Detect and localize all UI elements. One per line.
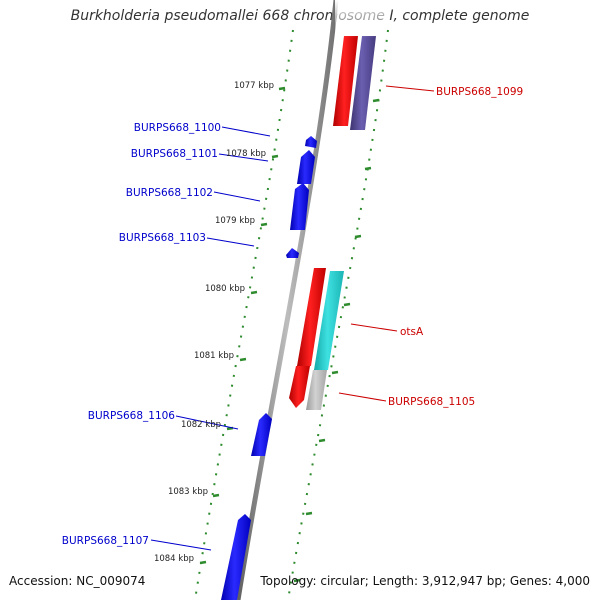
- forward-gene-burps668-1101[interactable]: [297, 150, 315, 184]
- leader-1107: [150, 539, 212, 551]
- forward-gene-burps668-1102[interactable]: [290, 183, 309, 230]
- reverse-gene-burps668-1105[interactable]: [289, 366, 327, 410]
- label-burps668-1102[interactable]: BURPS668_1102: [126, 187, 213, 199]
- tick-label-1078: 1078 kbp: [226, 149, 266, 159]
- major-tick-outer-4: [239, 357, 247, 362]
- accession-text: Accession: NC_009074: [9, 574, 146, 588]
- gene-block-1105: [306, 370, 327, 410]
- label-burps668-1100[interactable]: BURPS668_1100: [134, 122, 221, 134]
- major-tick-inner-2: [354, 234, 362, 239]
- leader-1105: [338, 392, 387, 402]
- chromosome-backbone: [235, 0, 339, 600]
- tick-track-inner: [287, 29, 389, 600]
- leader-1106: [175, 415, 239, 430]
- tick-label-1080: 1080 kbp: [205, 284, 245, 294]
- major-tick-inner-1: [364, 166, 372, 171]
- major-tick-inner-6: [305, 511, 313, 516]
- leader-1102: [213, 191, 261, 202]
- forward-gene-burps668-1100[interactable]: [305, 136, 317, 148]
- label-otsA[interactable]: otsA: [400, 326, 424, 338]
- tick-label-1084: 1084 kbp: [154, 554, 194, 564]
- major-tick-outer-1: [271, 154, 279, 159]
- forward-gene-burps668-1106[interactable]: [251, 413, 272, 456]
- label-burps668-1101[interactable]: BURPS668_1101: [131, 148, 218, 160]
- cds-block-1099: [333, 36, 358, 126]
- label-burps668-1099[interactable]: BURPS668_1099: [436, 86, 523, 98]
- map-title: Burkholderia pseudomallei 668 chromosome…: [70, 8, 530, 24]
- cds-block-otsA: [297, 268, 326, 366]
- topology-summary: Topology: circular; Length: 3,912,947 bp…: [260, 574, 590, 588]
- major-tick-inner-5: [318, 438, 326, 443]
- major-tick-inner-3: [343, 302, 351, 307]
- forward-gene-burps668-1103[interactable]: [286, 248, 299, 258]
- major-tick-outer-3: [250, 290, 258, 295]
- label-burps668-1106[interactable]: BURPS668_1106: [88, 410, 176, 422]
- leader-1100: [221, 126, 271, 137]
- leader-1101: [218, 153, 269, 162]
- major-tick-inner-4: [331, 370, 339, 375]
- cds-block-1105: [289, 366, 310, 408]
- leader-1103: [206, 237, 255, 247]
- tick-label-1082: 1082 kbp: [181, 420, 221, 430]
- major-tick-inner-0: [372, 98, 380, 103]
- label-burps668-1107[interactable]: BURPS668_1107: [62, 535, 149, 547]
- reverse-gene-otsA[interactable]: [297, 268, 344, 370]
- major-tick-outer-0: [278, 86, 286, 91]
- leader-otsA: [350, 323, 398, 332]
- tick-label-1079: 1079 kbp: [215, 216, 255, 226]
- reverse-gene-burps668-1099[interactable]: [333, 0, 385, 130]
- tick-label-1081: 1081 kbp: [194, 351, 234, 361]
- major-tick-inner-7: [293, 578, 301, 583]
- gene-block-1099: [350, 36, 376, 130]
- label-burps668-1105[interactable]: BURPS668_1105: [388, 396, 475, 408]
- tick-label-1083: 1083 kbp: [168, 487, 208, 497]
- label-burps668-1103[interactable]: BURPS668_1103: [119, 232, 206, 244]
- forward-gene-burps668-1107[interactable]: [221, 514, 251, 600]
- tick-track-outer: [194, 29, 294, 600]
- major-tick-outer-2: [260, 222, 268, 227]
- major-tick-outer-7: [199, 560, 207, 565]
- leader-1099: [385, 85, 435, 92]
- gene-block-otsA: [314, 271, 344, 370]
- tick-label-1077: 1077 kbp: [234, 81, 274, 91]
- major-tick-outer-6: [212, 493, 220, 498]
